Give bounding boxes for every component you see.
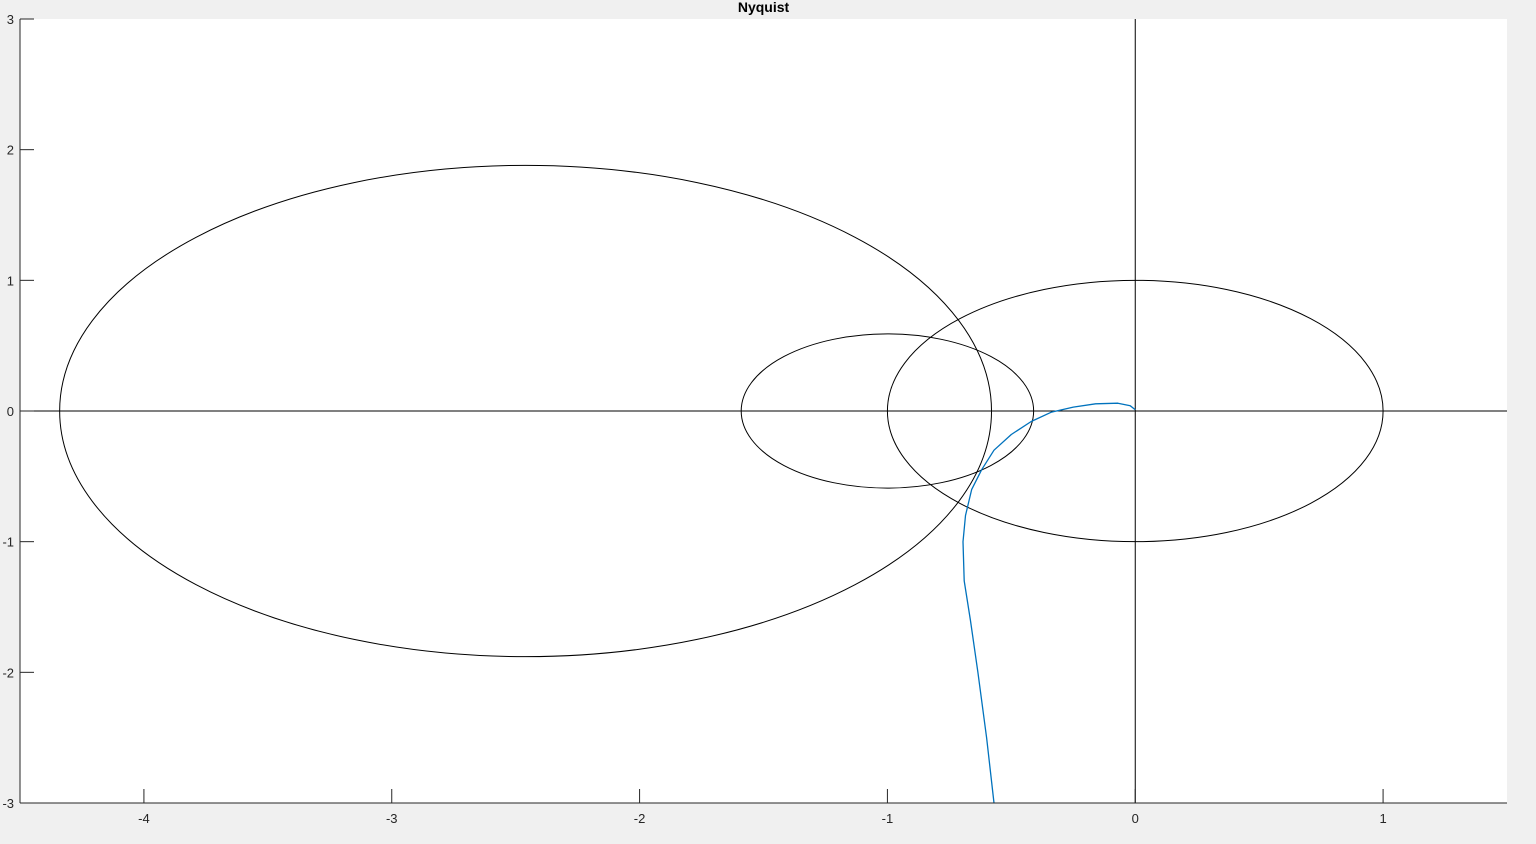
y-tick-label: -1 — [2, 535, 14, 550]
y-tick-label: 3 — [7, 12, 14, 27]
x-tick-label: -4 — [138, 811, 150, 826]
y-tick-label: -3 — [2, 796, 14, 811]
y-tick-label: 2 — [7, 143, 14, 158]
y-tick-label: 1 — [7, 273, 14, 288]
nyquist-series-line-1 — [962, 402, 1136, 804]
axis-lines — [20, 19, 1507, 803]
x-tick-label: 1 — [1379, 811, 1386, 826]
y-tick-label: 0 — [7, 404, 14, 419]
x-tick-label: -3 — [386, 811, 398, 826]
y-tick-label: -2 — [2, 665, 14, 680]
chart-title: Nyquist — [738, 0, 790, 15]
x-axis-ticks: -4 -3 -2 -1 0 1 — [138, 789, 1387, 826]
y-axis-ticks: -3 -2 -1 0 1 2 3 — [2, 12, 34, 811]
series-layer — [962, 402, 1136, 804]
x-tick-label: -1 — [882, 811, 894, 826]
x-tick-label: 0 — [1132, 811, 1139, 826]
x-tick-label: -2 — [634, 811, 646, 826]
